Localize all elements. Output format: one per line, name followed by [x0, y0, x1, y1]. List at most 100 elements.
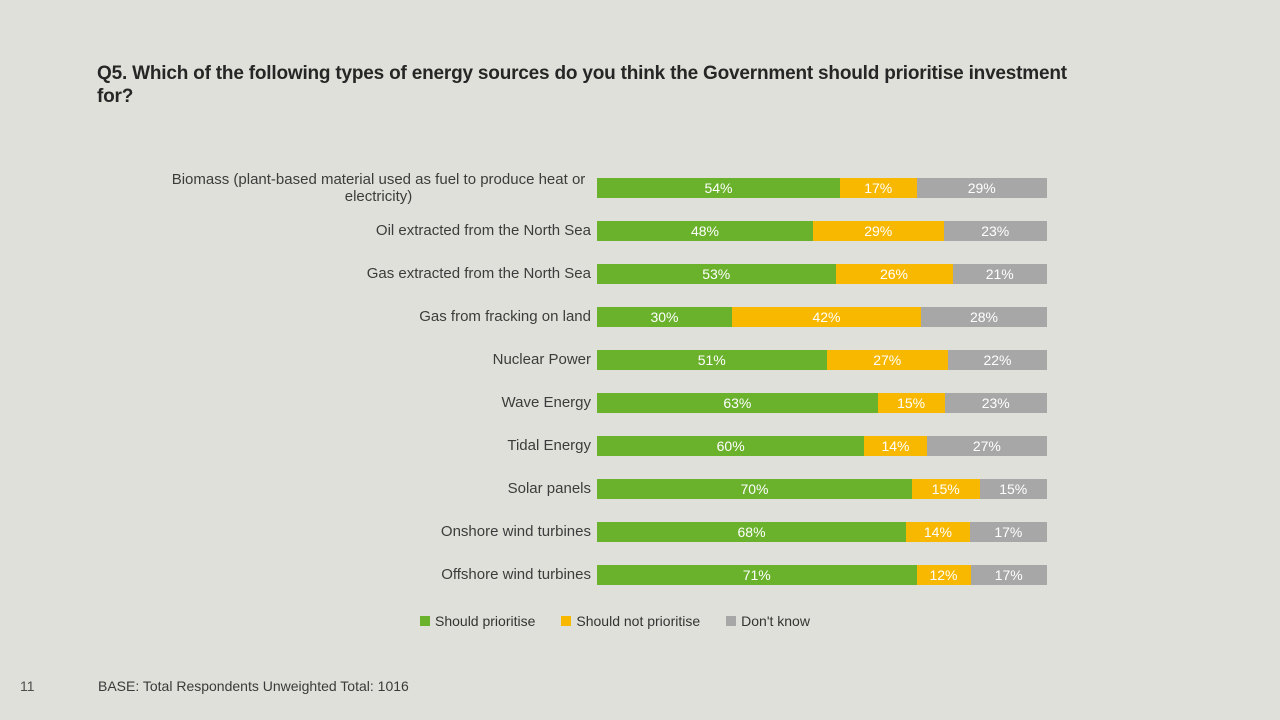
segment-value-label: 22% [983, 351, 1012, 368]
category-label-text: Wave Energy [501, 394, 591, 411]
chart-row: Oil extracted from the North Sea 48% 29% 23… [140, 209, 1053, 252]
bar-group: 51% 27% 22% [597, 349, 1047, 370]
bar-segment: 17% [969, 521, 1047, 542]
bar-segment: 42% [732, 306, 921, 327]
bar-segment: 26% [835, 263, 953, 284]
category-label-text: Biomass (plant-based material used as fu… [171, 170, 586, 205]
bar-group: 68% 14% 17% [597, 521, 1047, 542]
bar-segment: 17% [840, 177, 917, 198]
bar-segment: 28% [921, 306, 1047, 327]
legend-swatch-icon [420, 616, 430, 626]
bar-group: 54% 17% 29% [597, 177, 1047, 198]
category-label: Gas extracted from the North Sea [140, 265, 597, 282]
chart-row: Gas extracted from the North Sea 53% 26% 21… [140, 252, 1053, 295]
bar-segment: 23% [943, 220, 1047, 241]
segment-value-label: 23% [981, 394, 1010, 411]
segment-value-label: 14% [923, 523, 952, 540]
legend-label: Should prioritise [435, 613, 536, 629]
bar-segment: 14% [864, 435, 927, 456]
bar-group: 48% 29% 23% [597, 220, 1047, 241]
segment-value-label: 26% [879, 265, 909, 282]
legend: Should prioritise Should not prioritise Do… [420, 613, 836, 629]
category-label: Oil extracted from the North Sea [140, 222, 597, 239]
bar-segment: 27% [826, 349, 948, 370]
bar-segment: 29% [916, 177, 1047, 198]
category-label: Offshore wind turbines [140, 566, 597, 583]
chart-title: Q5. Which of the following types of ener… [97, 63, 1067, 107]
segment-value-label: 71% [742, 566, 771, 583]
page-number: 11 [20, 678, 35, 694]
segment-value-label: 28% [969, 308, 999, 325]
segment-value-label: 17% [994, 523, 1023, 540]
segment-value-label: 63% [723, 394, 752, 411]
segment-value-label: 53% [702, 265, 731, 282]
category-label-text: Solar panels [507, 480, 591, 497]
bar-group: 71% 12% 17% [597, 564, 1047, 585]
chart-row: Offshore wind turbines 71% 12% 17% [140, 553, 1053, 596]
segment-value-label: 17% [994, 566, 1023, 583]
chart-row: Solar panels 70% 15% 15% [140, 467, 1053, 510]
segment-value-label: 30% [650, 308, 679, 325]
legend-label: Don't know [741, 613, 810, 629]
bar-segment: 51% [597, 349, 827, 370]
chart-row: Nuclear Power 51% 27% 22% [140, 338, 1053, 381]
bar-segment: 48% [597, 220, 813, 241]
bar-segment: 22% [948, 349, 1047, 370]
category-label-text: Offshore wind turbines [441, 566, 591, 583]
category-label: Tidal Energy [140, 437, 597, 454]
segment-value-label: 42% [812, 308, 841, 325]
stacked-bar-chart: Biomass (plant-based material used as fu… [140, 166, 1053, 596]
bar-segment: 27% [926, 435, 1047, 456]
bar-group: 70% 15% 15% [597, 478, 1047, 499]
bar-segment: 71% [597, 564, 917, 585]
legend-swatch-icon [726, 616, 737, 626]
segment-value-label: 70% [740, 480, 769, 497]
bar-segment: 29% [813, 220, 944, 241]
bar-segment: 12% [916, 564, 971, 585]
bar-group: 30% 42% 28% [597, 306, 1047, 327]
category-label-text: Nuclear Power [492, 351, 591, 368]
bar-segment: 23% [944, 392, 1047, 413]
category-label: Nuclear Power [140, 351, 597, 368]
bar-segment: 15% [979, 478, 1047, 499]
bar-segment: 68% [597, 521, 907, 542]
bar-segment: 14% [906, 521, 970, 542]
segment-value-label: 27% [873, 351, 902, 368]
chart-row: Tidal Energy 60% 14% 27% [140, 424, 1053, 467]
segment-value-label: 29% [967, 179, 996, 196]
legend-item: Should not prioritise [561, 613, 700, 629]
bar-segment: 53% [597, 263, 836, 284]
bar-segment: 21% [952, 263, 1047, 284]
bar-segment: 15% [912, 478, 980, 499]
segment-value-label: 21% [985, 265, 1014, 282]
segment-value-label: 17% [864, 179, 893, 196]
segment-value-label: 27% [972, 437, 1001, 454]
category-label-text: Tidal Energy [507, 437, 591, 454]
segment-value-label: 29% [864, 222, 893, 239]
bar-segment: 63% [597, 392, 878, 413]
category-label-text: Onshore wind turbines [440, 523, 591, 540]
chart-row: Wave Energy 63% 15% 23% [140, 381, 1053, 424]
category-label: Wave Energy [140, 394, 597, 411]
bar-group: 53% 26% 21% [597, 263, 1047, 284]
segment-value-label: 51% [697, 351, 726, 368]
bar-segment: 54% [597, 177, 840, 198]
bar-segment: 70% [597, 478, 912, 499]
category-label: Onshore wind turbines [140, 523, 597, 540]
legend-swatch-icon [561, 616, 572, 626]
bar-segment: 30% [597, 306, 732, 327]
segment-value-label: 14% [881, 437, 910, 454]
category-label-text: Gas from fracking on land [419, 308, 591, 325]
bar-group: 60% 14% 27% [597, 435, 1047, 456]
segment-value-label: 68% [737, 523, 766, 540]
segment-value-label: 60% [716, 437, 745, 454]
segment-value-label: 15% [897, 394, 926, 411]
chart-row: Biomass (plant-based material used as fu… [140, 166, 1053, 209]
bar-segment: 17% [970, 564, 1047, 585]
category-label: Solar panels [140, 480, 597, 497]
category-label: Gas from fracking on land [140, 308, 597, 325]
segment-value-label: 48% [690, 222, 720, 239]
segment-value-label: 15% [931, 480, 960, 497]
chart-row: Gas from fracking on land 30% 42% 28% [140, 295, 1053, 338]
